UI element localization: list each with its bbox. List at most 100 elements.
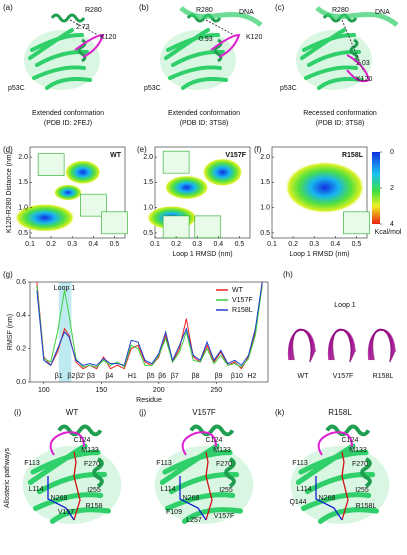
residue-label: F113 bbox=[24, 460, 40, 467]
energy-basin bbox=[202, 158, 243, 187]
x-tick-label: 0.3 bbox=[309, 241, 319, 248]
x-tick-label: 0.5 bbox=[352, 241, 362, 248]
y-tick-label: 1.0 bbox=[18, 205, 28, 212]
structure-inset bbox=[101, 211, 128, 235]
structure-label: K120 bbox=[100, 34, 116, 41]
residue-label: M133 bbox=[349, 447, 367, 454]
panel-label: (c) bbox=[275, 3, 285, 12]
energy-basin bbox=[284, 161, 365, 214]
y-axis-label: RMSF (nm) bbox=[7, 314, 14, 350]
structure-inset bbox=[37, 153, 65, 176]
loop-trace bbox=[291, 328, 313, 363]
helix bbox=[360, 457, 372, 488]
structure-label: 2.73 bbox=[76, 24, 90, 31]
beta-strand bbox=[171, 49, 225, 67]
residue-label: L114 bbox=[296, 486, 311, 493]
ss-label: β10 bbox=[231, 373, 243, 380]
ss-label: β5 bbox=[147, 373, 155, 380]
y-axis-label: Allosteric pathways bbox=[4, 448, 11, 508]
variant-name: V157F bbox=[333, 373, 354, 380]
y-tick-label: 0.2 bbox=[16, 346, 26, 353]
x-tick-label: 0.2 bbox=[46, 241, 56, 248]
loop1 bbox=[317, 431, 353, 456]
x-tick-label: 0.5 bbox=[235, 241, 245, 248]
loop-trace bbox=[371, 328, 393, 363]
residue-label: C124 bbox=[206, 437, 223, 444]
structure-label: 2.03 bbox=[356, 60, 370, 67]
pathway-blue bbox=[315, 476, 343, 521]
y-tick-label: 1.5 bbox=[260, 179, 270, 186]
helix bbox=[92, 457, 104, 488]
beta-strand bbox=[301, 492, 372, 511]
residue-label: F113 bbox=[156, 460, 172, 467]
loop1 bbox=[74, 33, 105, 58]
structure-inset bbox=[80, 193, 107, 217]
panel-label: (j) bbox=[139, 408, 146, 417]
protein-cartoon bbox=[22, 424, 122, 524]
residue-label: F113 bbox=[292, 460, 308, 467]
x-tick-label: 0.1 bbox=[25, 241, 35, 248]
beta-strand bbox=[295, 443, 356, 485]
panel-label: (a) bbox=[3, 3, 13, 12]
residue-label: C124 bbox=[342, 437, 359, 444]
loop1 bbox=[49, 431, 85, 456]
pathway-red bbox=[341, 451, 349, 521]
ss-label: β7 bbox=[171, 373, 179, 380]
beta-strand bbox=[181, 77, 228, 90]
residue-label: V157F bbox=[214, 513, 235, 520]
pathway-red bbox=[205, 451, 213, 521]
x-tick-label: 0.3 bbox=[67, 241, 77, 248]
x-tick-label: 0.1 bbox=[267, 241, 277, 248]
structure-label: R280 bbox=[85, 7, 102, 14]
panel-label: (i) bbox=[14, 408, 21, 417]
residue-label: N268 bbox=[51, 495, 68, 502]
x-axis-label: Residue bbox=[136, 397, 162, 404]
loop1 bbox=[210, 33, 241, 58]
ss-label: β8 bbox=[192, 373, 200, 380]
beta-strand bbox=[159, 443, 220, 485]
beta-strand bbox=[28, 28, 74, 60]
beta-strand bbox=[304, 471, 376, 495]
distance-line bbox=[69, 19, 99, 36]
variant-name: R158L bbox=[342, 152, 364, 159]
beta-strand bbox=[300, 28, 346, 60]
y-tick-label: 0.5 bbox=[18, 230, 28, 237]
helix bbox=[349, 38, 359, 63]
energy-basin bbox=[54, 184, 82, 201]
panel-label: (g) bbox=[3, 270, 13, 279]
helix bbox=[325, 424, 371, 437]
beta-strand bbox=[165, 492, 236, 511]
residue-label: R158L bbox=[356, 503, 377, 510]
residue-label: M133 bbox=[81, 447, 99, 454]
loop1 bbox=[346, 54, 371, 83]
caption: (PDB ID: 3TS8) bbox=[316, 120, 365, 127]
structure-label: 0.93 bbox=[199, 36, 213, 43]
residue-label: F270 bbox=[216, 461, 232, 468]
helix bbox=[57, 424, 103, 437]
x-tick-label: 250 bbox=[210, 387, 222, 394]
residue-label: R158 bbox=[86, 503, 103, 510]
residue-label: N268 bbox=[183, 495, 200, 502]
ss-label: β3 bbox=[87, 373, 95, 380]
y-tick-label: 1.0 bbox=[143, 205, 153, 212]
panel-label: (e) bbox=[137, 145, 147, 154]
panel-label: (f) bbox=[254, 145, 262, 154]
beta-strand bbox=[45, 77, 92, 90]
x-tick-label: 0.3 bbox=[192, 241, 202, 248]
ss-label: β6 bbox=[158, 373, 166, 380]
structure-label: p53C bbox=[280, 85, 297, 92]
legend-label: WT bbox=[232, 287, 244, 294]
beta-strand bbox=[168, 65, 222, 80]
x-tick-label: 0.2 bbox=[288, 241, 298, 248]
ss-label: H2 bbox=[247, 373, 256, 380]
rmsf-line bbox=[36, 285, 263, 368]
y-tick-label: 2.0 bbox=[260, 154, 270, 161]
x-axis-label: Loop 1 RMSD (nm) bbox=[289, 251, 349, 258]
x-tick-label: 100 bbox=[38, 387, 50, 394]
panel-label: (h) bbox=[283, 270, 293, 279]
caption: (PDB ID: 3TS8) bbox=[180, 120, 229, 127]
dna bbox=[315, 6, 399, 27]
residue-label: F270 bbox=[84, 461, 100, 468]
structure-label: R280 bbox=[332, 7, 349, 14]
